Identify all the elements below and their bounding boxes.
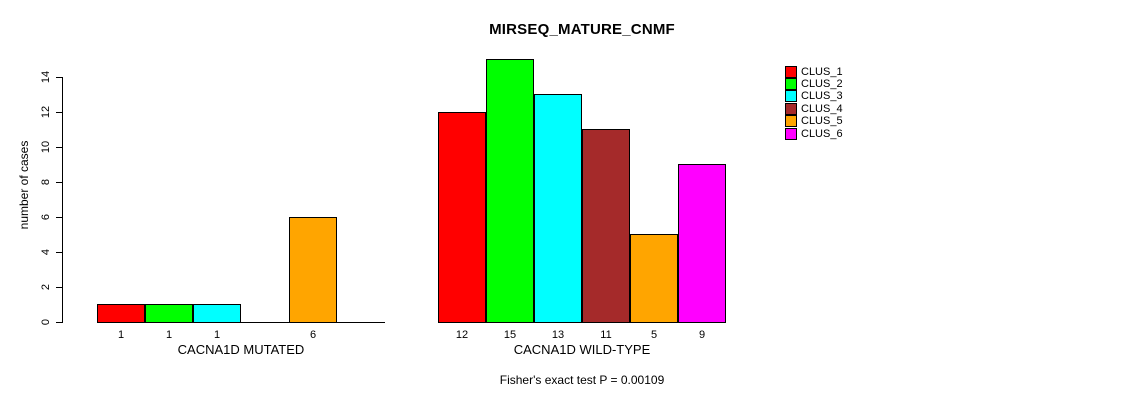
y-axis-tick: [56, 287, 62, 288]
legend-swatch: [785, 115, 797, 128]
legend-label: CLUS_5: [801, 115, 843, 128]
y-axis-tick-label: 12: [40, 105, 52, 119]
y-axis-tick: [56, 182, 62, 183]
legend-swatch: [785, 65, 797, 78]
legend-item-clus_2: CLUS_2: [785, 77, 843, 90]
legend-item-clus_5: CLUS_5: [785, 115, 843, 128]
y-axis-tick: [56, 322, 62, 323]
bar-value-label: 15: [503, 329, 517, 341]
legend-item-clus_3: CLUS_3: [785, 90, 843, 103]
legend-swatch: [785, 77, 797, 90]
bar-clus_4-cacna1d-wild-type: [582, 129, 630, 323]
bar-value-label: 6: [309, 329, 317, 341]
bar-value-label: 1: [117, 329, 125, 341]
x-axis-baseline-cacna1d-mutated: [97, 322, 385, 323]
legend-item-clus_1: CLUS_1: [785, 65, 843, 78]
bar-value-label: 12: [455, 329, 469, 341]
y-axis-tick: [56, 217, 62, 218]
bar-clus_5-cacna1d-wild-type: [630, 234, 678, 323]
x-axis-group-label-cacna1d-mutated: CACNA1D MUTATED: [177, 342, 305, 357]
bar-value-label: 1: [165, 329, 173, 341]
bar-value-label: 1: [213, 329, 221, 341]
bar-value-label: 5: [650, 329, 658, 341]
bar-value-label: 13: [551, 329, 565, 341]
legend-swatch: [785, 127, 797, 140]
bar-clus_2-cacna1d-wild-type: [486, 59, 534, 323]
legend-label: CLUS_4: [801, 102, 843, 115]
fisher-test-note: Fisher's exact test P = 0.00109: [499, 373, 665, 387]
y-axis-tick: [56, 252, 62, 253]
chart-title: MIRSEQ_MATURE_CNMF: [489, 21, 675, 38]
y-axis-tick: [56, 77, 62, 78]
y-axis-tick-label: 8: [40, 178, 52, 186]
y-axis-tick-label: 14: [40, 70, 52, 84]
legend-label: CLUS_1: [801, 65, 843, 78]
bar-clus_3-cacna1d-wild-type: [534, 94, 582, 323]
legend-swatch: [785, 102, 797, 115]
legend-swatch: [785, 90, 797, 103]
y-axis-line: [62, 77, 63, 323]
y-axis-tick-label: 0: [40, 318, 52, 326]
y-axis-tick: [56, 112, 62, 113]
legend-label: CLUS_2: [801, 77, 843, 90]
y-axis-tick-label: 10: [40, 140, 52, 154]
bar-clus_1-cacna1d-wild-type: [438, 112, 486, 323]
x-axis-group-label-cacna1d-wild-type: CACNA1D WILD-TYPE: [513, 342, 651, 357]
bar-clus_3-cacna1d-mutated: [193, 304, 241, 323]
y-axis-tick: [56, 147, 62, 148]
bar-value-label: 11: [600, 329, 612, 341]
y-axis-tick-label: 2: [40, 283, 52, 291]
legend-item-clus_4: CLUS_4: [785, 102, 843, 115]
bar-clus_1-cacna1d-mutated: [97, 304, 145, 323]
legend-item-clus_6: CLUS_6: [785, 127, 843, 140]
bar-clus_6-cacna1d-wild-type: [678, 164, 726, 323]
bar-clus_2-cacna1d-mutated: [145, 304, 193, 323]
y-axis-tick-label: 6: [40, 213, 52, 221]
bar-value-label: 9: [698, 329, 706, 341]
y-axis-tick-label: 4: [40, 248, 52, 256]
y-axis-label: number of cases: [17, 140, 31, 230]
legend-label: CLUS_6: [801, 127, 843, 140]
legend-label: CLUS_3: [801, 90, 843, 103]
bar-clus_5-cacna1d-mutated: [289, 217, 337, 323]
